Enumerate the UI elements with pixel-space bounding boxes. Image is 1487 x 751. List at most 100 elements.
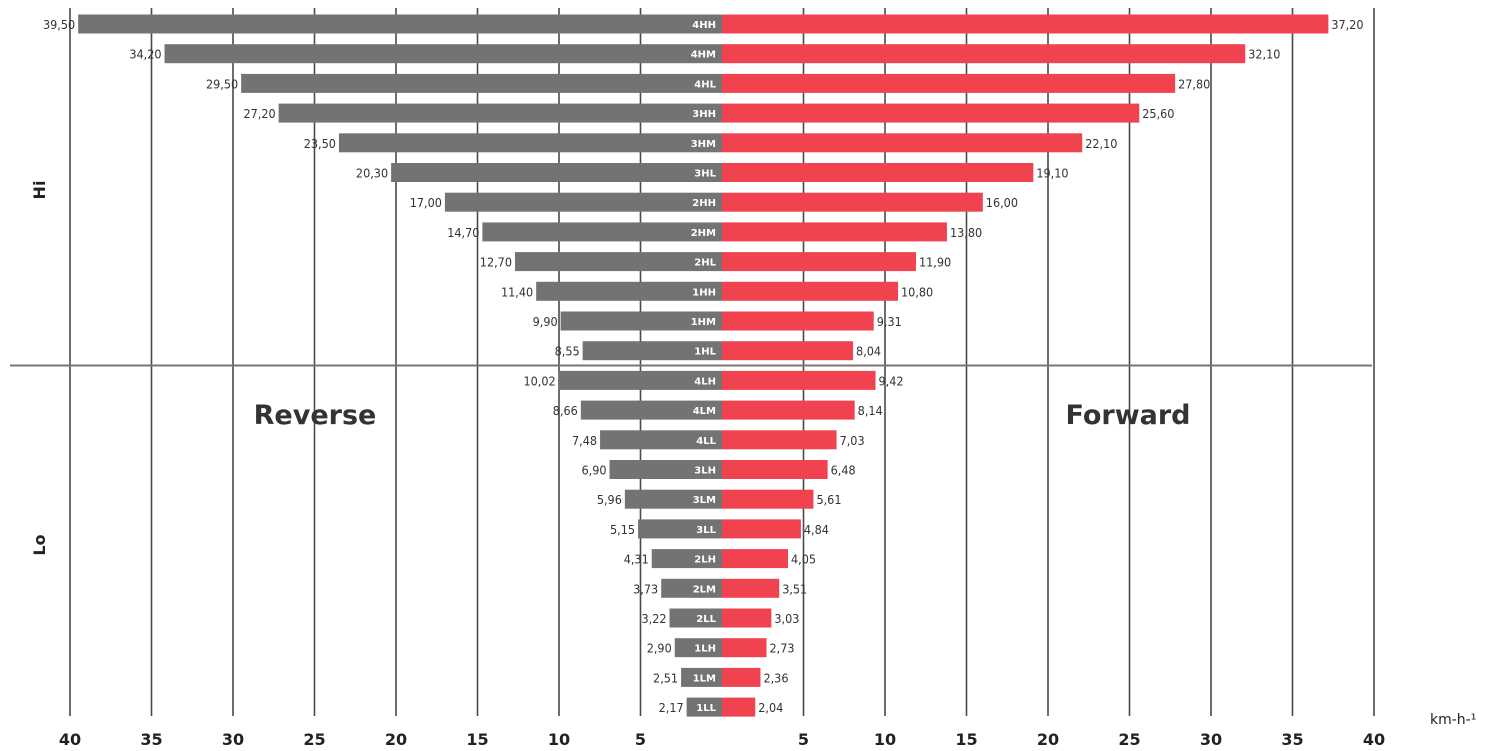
forward-bar [722, 44, 1246, 64]
forward-bar [722, 400, 855, 420]
x-tick-label: 30 [222, 730, 244, 749]
reverse-bar [580, 400, 722, 420]
gear-label: 2HM [691, 228, 716, 239]
bars-layer [78, 14, 1329, 717]
gear-label: 2LH [694, 555, 716, 566]
reverse-value-label: 29,50 [206, 76, 238, 91]
forward-bar [722, 489, 814, 509]
reverse-value-label: 5,15 [610, 522, 635, 537]
reverse-value-label: 39,50 [43, 17, 75, 32]
forward-value-label: 13,80 [950, 225, 982, 240]
forward-bar [722, 252, 916, 272]
gear-label: 4LL [696, 436, 716, 447]
reverse-value-label: 8,66 [553, 403, 578, 418]
gear-label: 4LM [693, 406, 716, 417]
gear-label: 4HL [694, 79, 716, 90]
forward-bar [722, 578, 780, 598]
forward-bar [722, 14, 1329, 34]
reverse-value-label: 2,17 [659, 700, 684, 715]
reverse-bar [638, 519, 722, 539]
gear-label: 2HL [694, 258, 716, 269]
forward-value-label: 25,60 [1142, 106, 1174, 121]
forward-value-label: 32,10 [1248, 47, 1280, 62]
forward-value-label: 2,36 [763, 670, 788, 685]
x-tick-label: 35 [140, 730, 162, 749]
range-label-lo: Lo [30, 534, 49, 555]
gear-label: 4HH [692, 20, 716, 31]
forward-value-label: 9,42 [879, 373, 904, 388]
reverse-label: Reverse [254, 400, 377, 431]
reverse-value-label: 27,20 [243, 106, 275, 121]
forward-bar [722, 133, 1083, 153]
reverse-value-label: 2,90 [647, 641, 672, 656]
forward-bar [722, 222, 947, 242]
x-tick-label: 15 [466, 730, 488, 749]
x-tick-label: 15 [955, 730, 977, 749]
reverse-bar [338, 133, 722, 153]
reverse-bar [582, 341, 722, 361]
reverse-bar [681, 667, 722, 687]
reverse-value-label: 3,22 [641, 611, 666, 626]
forward-label: Forward [1065, 400, 1190, 431]
gear-label: 3HL [694, 169, 716, 180]
reverse-bar [78, 14, 722, 34]
unit-label: km-h-¹ [1430, 712, 1476, 728]
forward-bar [722, 460, 828, 479]
gear-label: 1LH [694, 644, 716, 655]
reverse-value-label: 2,51 [653, 670, 678, 685]
gear-label: 3LM [693, 495, 716, 506]
gear-label: 2LM [693, 584, 716, 595]
gear-label: 3HM [691, 139, 716, 150]
reverse-value-label: 23,50 [304, 136, 336, 151]
x-tick-label: 20 [1037, 730, 1059, 749]
forward-bar [722, 430, 837, 450]
gear-label: 1HM [691, 317, 716, 328]
forward-bar [722, 638, 767, 658]
reverse-bar [514, 252, 722, 272]
labels-layer: 4HH 39,50 37,20 4HM 34,20 32,10 4HL 29,50 27,80 3… [43, 17, 1364, 715]
forward-value-label: 9,31 [877, 314, 902, 329]
x-tick-label: 5 [635, 730, 646, 749]
forward-value-label: 16,00 [986, 195, 1018, 210]
forward-bar [722, 281, 899, 301]
forward-bar [722, 311, 874, 331]
forward-value-label: 7,03 [840, 433, 865, 448]
reverse-bar [482, 222, 722, 242]
forward-bar [722, 341, 854, 361]
gear-label: 3LL [696, 525, 716, 536]
forward-value-label: 37,20 [1331, 17, 1363, 32]
reverse-bar [624, 489, 722, 509]
forward-value-label: 3,03 [774, 611, 799, 626]
forward-value-label: 3,51 [782, 581, 807, 596]
forward-value-label: 27,80 [1178, 76, 1210, 91]
reverse-bar [600, 430, 722, 450]
reverse-bar [661, 578, 722, 598]
forward-bar [722, 608, 772, 628]
x-tick-label: 5 [798, 730, 809, 749]
x-tick-label: 30 [1200, 730, 1222, 749]
forward-bar [722, 697, 756, 717]
forward-bar [722, 73, 1176, 93]
reverse-value-label: 8,55 [555, 344, 580, 359]
reverse-value-label: 10,02 [523, 373, 555, 388]
gear-label: 1HL [694, 347, 716, 358]
reverse-value-label: 4,31 [624, 552, 649, 567]
forward-value-label: 19,10 [1036, 166, 1068, 181]
forward-value-label: 8,04 [856, 344, 881, 359]
forward-bar [722, 370, 876, 390]
gear-label: 2LL [696, 614, 716, 625]
forward-value-label: 8,14 [858, 403, 883, 418]
gear-label: 2HH [692, 198, 716, 209]
reverse-bar [560, 311, 722, 331]
x-axis-ticks: 40 35 30 25 20 15 10 5 5 10 15 20 25 30 35 40 [59, 730, 1385, 749]
reverse-value-label: 6,90 [581, 463, 606, 478]
reverse-value-label: 5,96 [597, 492, 622, 507]
reverse-bar [536, 281, 722, 301]
reverse-value-label: 34,20 [129, 47, 161, 62]
forward-bar [722, 192, 983, 212]
forward-value-label: 2,73 [769, 641, 794, 656]
forward-value-label: 10,80 [901, 284, 933, 299]
reverse-bar [609, 460, 722, 479]
x-tick-label: 10 [874, 730, 896, 749]
x-tick-label: 25 [303, 730, 325, 749]
